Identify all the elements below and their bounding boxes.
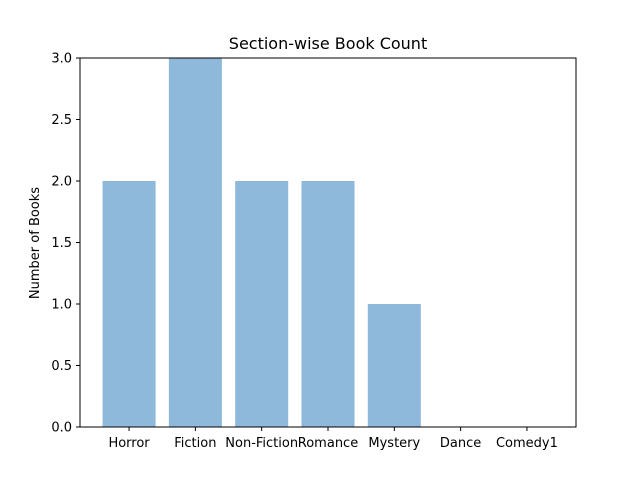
x-axis: Horror Fiction Non-Fiction Romance Mystery Da… — [108, 427, 558, 451]
bar-romance — [301, 181, 355, 427]
y-tick-label: 2.5 — [51, 113, 72, 128]
y-tick-label: 2.0 — [51, 175, 72, 190]
x-tick-label: Romance — [298, 436, 358, 451]
y-tick-label: 0.0 — [51, 421, 72, 436]
bars-layer — [102, 58, 421, 427]
y-tick-label: 0.5 — [51, 359, 72, 374]
y-axis-label: Number of Books — [28, 187, 43, 299]
bar-non-fiction — [235, 181, 289, 427]
x-tick-label: Fiction — [174, 436, 216, 451]
plot-frame — [79, 57, 577, 428]
bar-horror — [102, 181, 156, 427]
x-tick-label: Dance — [440, 436, 481, 451]
y-tick-label: 3.0 — [51, 52, 72, 67]
x-tick-label: Comedy1 — [496, 436, 558, 451]
x-tick-label: Horror — [108, 436, 150, 451]
y-tick-label: 1.0 — [51, 298, 72, 313]
bar-mystery — [367, 304, 421, 427]
y-tick-label: 1.5 — [51, 236, 72, 251]
x-tick-label: Mystery — [368, 436, 420, 451]
bar-fiction — [168, 58, 222, 427]
x-tick-label: Non-Fiction — [225, 436, 298, 451]
chart-title: Section-wise Book Count — [229, 34, 427, 53]
y-axis: 0.0 0.5 1.0 1.5 2.0 2.5 3.0 — [51, 52, 80, 436]
